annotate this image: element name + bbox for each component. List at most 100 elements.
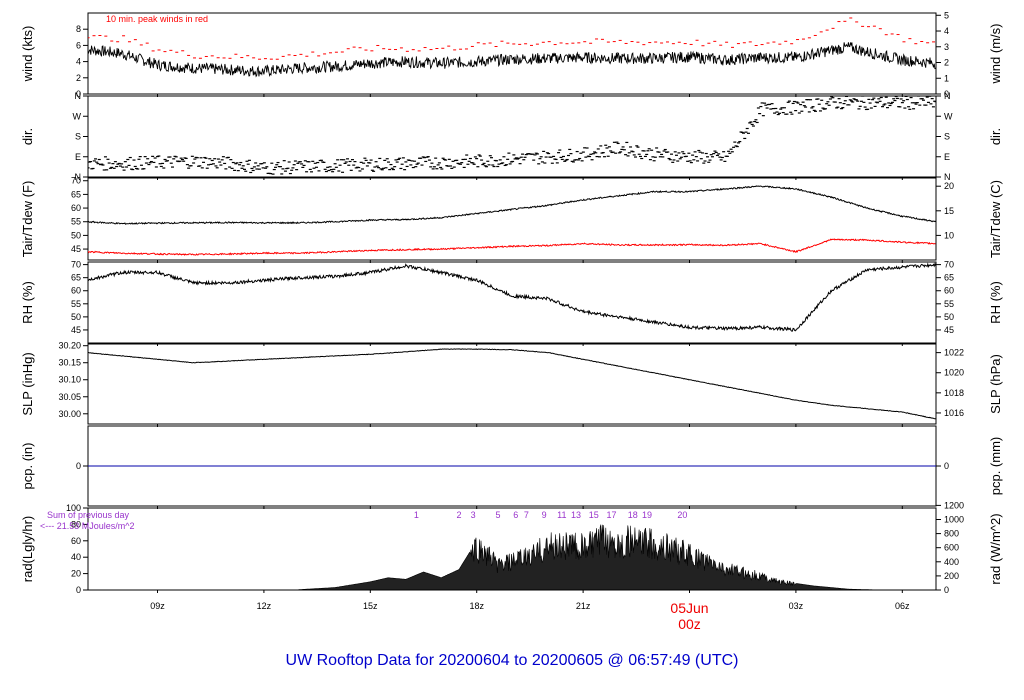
y-tick-label-left: 50: [71, 312, 81, 322]
series-line: [88, 262, 936, 332]
y-tick-label-right: 55: [944, 299, 954, 309]
y-tick-label-right: 1022: [944, 348, 964, 358]
y-tick-label-right: 0: [944, 585, 949, 595]
y-tick-label-right: 0: [944, 461, 949, 471]
hour-marker: 20: [677, 510, 687, 520]
panel-rad: 020406080100020040060080010001200rad(Lgl…: [20, 500, 1003, 595]
radiation-total-label: <--- 21.53 MJoules/m^2: [40, 521, 135, 531]
series-line: [88, 185, 936, 225]
y-tick-label-left: 40: [71, 552, 81, 562]
y-tick-label-left: 0: [76, 585, 81, 595]
y-tick-label-left: 45: [71, 325, 81, 335]
panel-frame: [87, 95, 937, 178]
hour-marker: 17: [606, 510, 616, 520]
panel-data: [88, 185, 936, 256]
y-axis-label-left: wind (kts): [20, 26, 35, 83]
series-line: [88, 348, 936, 420]
peak-wind-note: 10 min. peak winds in red: [106, 14, 208, 24]
hour-marker: 13: [571, 510, 581, 520]
y-tick-label-left: 80: [71, 519, 81, 529]
x-tick-label: 00z: [678, 616, 701, 632]
x-tick-label: 21z: [576, 601, 591, 611]
y-tick-label-right: 400: [944, 557, 959, 567]
hour-marker: 5: [495, 510, 500, 520]
y-tick-label-right: 2: [944, 58, 949, 68]
radiation-area: [295, 524, 882, 590]
day-label: 05Jun: [670, 600, 708, 616]
y-tick-label-left: 100: [66, 503, 81, 513]
y-tick-label-left: S: [75, 132, 81, 142]
x-tick-label: 06z: [895, 601, 910, 611]
hour-marker: 6: [513, 510, 518, 520]
panel-frame: [87, 261, 937, 344]
y-tick-label-left: 60: [71, 536, 81, 546]
y-tick-label-left: 30.15: [58, 358, 81, 368]
hour-marker: 11: [557, 510, 566, 520]
panel-frame: [87, 343, 937, 425]
y-tick-label-right: 5: [944, 10, 949, 20]
hour-marker: 3: [471, 510, 476, 520]
y-tick-label-left: 60: [71, 286, 81, 296]
hour-marker: 15: [589, 510, 599, 520]
panel-rh: 45 50 55 60 65 70 45 50 55 60 65 70 RH (%) RH (%): [20, 260, 1003, 346]
hour-marker: 19: [642, 510, 652, 520]
y-tick-label-right: 10: [944, 230, 954, 240]
hour-marker: 2: [456, 510, 461, 520]
sum-previous-day-label: Sum of previous day: [47, 510, 130, 520]
y-tick-label-right: 1200: [944, 500, 964, 510]
series-line: [88, 238, 936, 256]
chart-title: UW Rooftop Data for 20200604 to 20200605…: [286, 652, 739, 669]
y-tick-label-right: N: [944, 172, 951, 182]
x-tick-label: 03z: [789, 601, 804, 611]
y-tick-label-right: 15: [944, 206, 954, 216]
y-tick-label-right: 600: [944, 543, 959, 553]
y-axis-label-right: dir.: [988, 128, 1003, 145]
y-tick-label-left: 0: [76, 89, 81, 99]
y-tick-label-left: 2: [76, 73, 81, 83]
y-tick-label-left: N: [75, 172, 82, 182]
series-line: [88, 42, 936, 78]
y-tick-label-left: 30.00: [58, 409, 81, 419]
hour-marker: 7: [524, 510, 529, 520]
panel-wind: 0 2 4 6 8 0 1 2 3 4 5 wind (kts) wind (m/s) 10 min. p…: [20, 10, 1003, 99]
y-tick-label-right: 200: [944, 571, 959, 581]
y-tick-label-right: 800: [944, 529, 959, 539]
y-tick-label-left: 30.10: [58, 375, 81, 385]
y-axis-label-right: Tair/Tdew (C): [988, 180, 1003, 258]
hour-marker: 9: [542, 510, 547, 520]
y-axis-label-left: dir.: [20, 128, 35, 145]
y-axis-label-right: wind (m/s): [988, 24, 1003, 85]
panel-data: [88, 96, 936, 175]
y-tick-label-left: 45: [71, 244, 81, 254]
x-tick-label: 18z: [469, 601, 484, 611]
panel-data: [295, 524, 882, 590]
y-tick-label-right: 70: [944, 260, 954, 270]
y-axis-label-right: pcp. (mm): [988, 437, 1003, 496]
y-tick-label-right: 3: [944, 42, 949, 52]
y-tick-label-left: 50: [71, 230, 81, 240]
y-tick-label-left: N: [75, 91, 82, 101]
y-tick-label-right: S: [944, 132, 950, 142]
x-tick-label: 09z: [150, 601, 165, 611]
panel-data: [88, 17, 936, 78]
y-axis-label-right: rad (W/m^2): [988, 513, 1003, 584]
hour-marker: 1: [414, 510, 419, 520]
y-axis-label-left: Tair/Tdew (F): [20, 181, 35, 258]
y-axis-label-left: rad(Lgly/hr): [20, 516, 35, 582]
y-tick-label-left: 8: [76, 24, 81, 34]
x-tick-label: 15z: [363, 601, 378, 611]
y-tick-label-right: N: [944, 91, 951, 101]
panel-temp: 45 50 55 60 65 70 10 15 20 Tair/Tdew (F) Tair/Tdew…: [20, 176, 1003, 263]
panel-pcp: 0 0 pcp. (in) pcp. (mm): [20, 425, 1003, 509]
y-tick-label-left: 30.20: [58, 341, 81, 351]
y-axis-label-left: SLP (inHg): [20, 352, 35, 415]
y-tick-label-left: 70: [71, 260, 81, 270]
panel-frame: [87, 177, 937, 261]
y-tick-label-left: 4: [76, 57, 81, 67]
y-tick-label-right: W: [944, 111, 953, 121]
y-tick-label-left: 55: [71, 217, 81, 227]
y-tick-label-left: 20: [71, 569, 81, 579]
y-tick-label-right: 1: [944, 73, 949, 83]
